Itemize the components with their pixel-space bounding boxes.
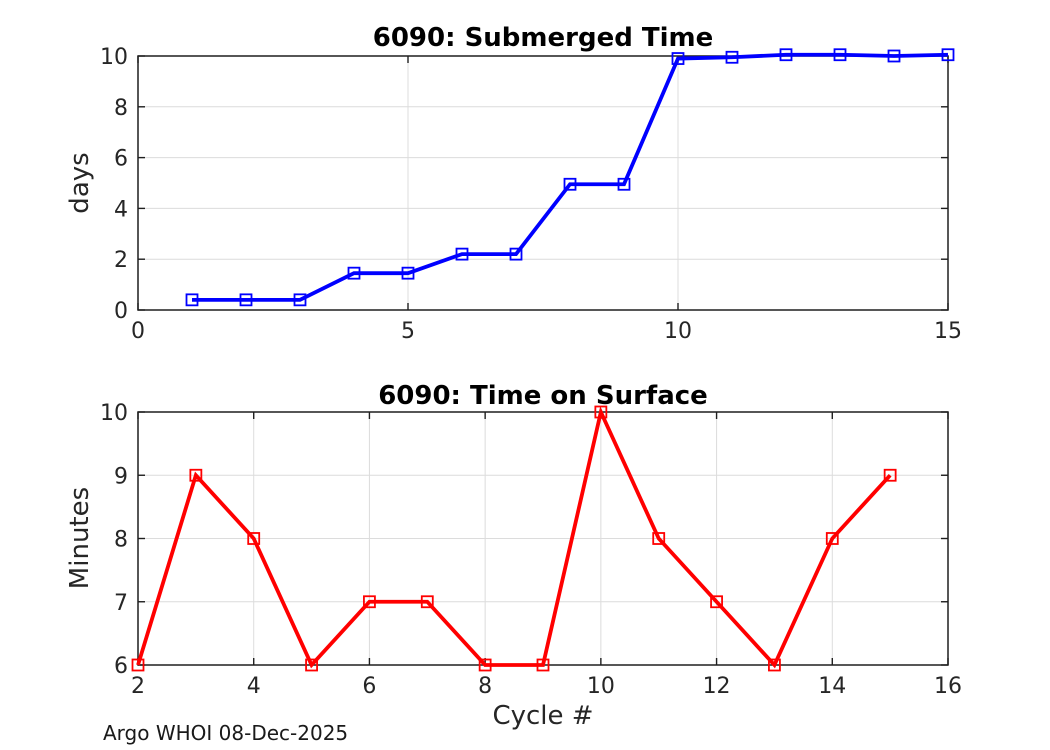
surface-time-plot-area: 2 4 6 8 10 12 14 16 6 7 8 9 10 [100, 401, 962, 699]
data-marker [293, 293, 307, 307]
submerged-time-title: 6090: Submerged Time [373, 23, 714, 53]
x-tick-label: 2 [131, 674, 145, 699]
axes-box [137, 55, 949, 311]
series-line [136, 406, 892, 669]
data-marker [363, 595, 376, 609]
surface-y-axis-label: Minutes [65, 487, 95, 589]
data-marker [725, 50, 739, 64]
x-tick-label: 4 [247, 674, 261, 699]
data-marker [247, 532, 261, 545]
y-tick-label: 10 [100, 401, 128, 426]
data-marker [455, 247, 469, 261]
x-tick-label: 14 [818, 674, 846, 699]
data-marker [779, 48, 793, 62]
y-tick-label: 6 [114, 654, 128, 679]
data-marker [825, 532, 839, 545]
data-marker [185, 293, 199, 307]
data-marker [509, 247, 523, 261]
x-axis-label: Cycle # [492, 701, 593, 731]
data-marker [617, 177, 631, 191]
y-tick-label: 6 [114, 147, 128, 172]
data-marker [768, 658, 781, 672]
x-tick-label: 5 [401, 319, 415, 344]
submerged-time-plot-area: 0 5 10 15 0 2 4 6 8 10 [100, 45, 962, 344]
data-marker [131, 658, 145, 672]
data-marker [401, 266, 415, 280]
surface-time-title: 6090: Time on Surface [378, 381, 708, 411]
data-marker [536, 658, 550, 672]
data-marker [305, 658, 318, 672]
submerged-time-plot: 0 5 10 15 0 2 4 6 8 10 6090: Submerged Time days [65, 23, 962, 344]
x-tick-label: 12 [703, 674, 731, 699]
x-tick-label: 16 [934, 674, 962, 699]
surface-time-plot: 2 4 6 8 10 12 14 16 6 7 8 9 10 6090: Time on Surface… [65, 381, 962, 731]
x-tick-label: 10 [664, 319, 692, 344]
x-tick-label: 10 [587, 674, 615, 699]
data-marker [710, 595, 723, 609]
data-marker [347, 266, 361, 280]
data-marker [883, 468, 897, 482]
y-tick-label: 8 [114, 96, 128, 121]
data-marker [594, 405, 608, 419]
data-marker [652, 532, 666, 545]
y-tick-label: 4 [114, 197, 128, 222]
data-marker [563, 177, 577, 191]
data-marker [941, 48, 955, 62]
data-marker [189, 468, 203, 482]
submerged-y-axis-label: days [65, 152, 95, 213]
y-tick-label: 7 [114, 591, 128, 616]
data-marker [887, 49, 901, 63]
y-tick-label: 9 [114, 464, 128, 489]
data-marker [478, 658, 492, 672]
series-line [192, 52, 949, 302]
y-tick-label: 0 [114, 299, 128, 324]
y-tick-label: 10 [100, 45, 128, 70]
y-tick-label: 8 [114, 528, 128, 553]
x-tick-label: 0 [131, 319, 145, 344]
data-marker [239, 293, 253, 307]
x-tick-label: 8 [478, 674, 492, 699]
data-marker [671, 52, 685, 65]
x-tick-label: 6 [362, 674, 376, 699]
x-tick-label: 15 [934, 319, 962, 344]
data-marker [833, 48, 847, 62]
footer-text: Argo WHOI 08-Dec-2025 [103, 721, 348, 745]
y-tick-label: 2 [114, 248, 128, 273]
data-marker [420, 595, 434, 609]
